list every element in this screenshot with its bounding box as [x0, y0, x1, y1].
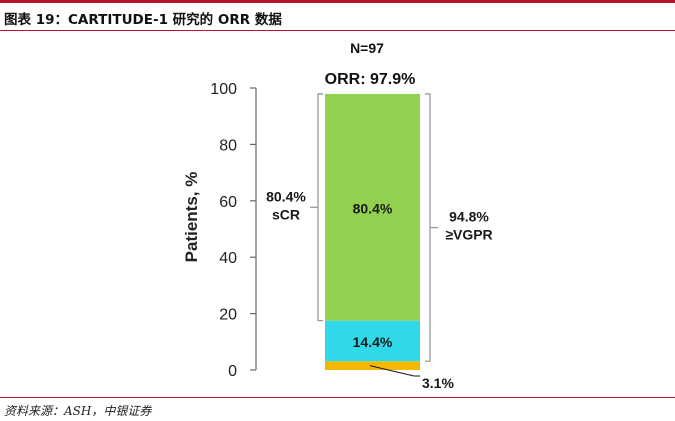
y-tick-label: 60 — [219, 194, 237, 211]
bracket-right — [425, 93, 431, 362]
y-axis-label: Patients, % — [182, 172, 201, 263]
small-segment-label: 3.1% — [422, 375, 454, 391]
y-tick-label: 20 — [219, 307, 237, 324]
orr-chart: N=97 ORR: 97.9% Patients, % 0 20 40 60 80 100… — [182, 40, 493, 391]
bracket-left-category: sCR — [272, 206, 300, 222]
header-n: N=97 — [350, 40, 384, 56]
bracket-left-value: 80.4% — [266, 188, 306, 204]
y-tick-label: 80 — [219, 137, 237, 154]
bar-segment-1 — [325, 320, 420, 362]
source-rule — [0, 397, 675, 398]
bracket-right-category: ≥VGPR — [445, 227, 492, 243]
segment-value-label: 14.4% — [353, 334, 393, 350]
title-rule — [0, 30, 675, 31]
bracket-left — [317, 93, 323, 322]
source-note: 资料来源：ASH，中银证券 — [4, 404, 152, 418]
top-rule — [0, 0, 675, 3]
segment-value-label: 80.4% — [353, 200, 393, 216]
bracket-right-value: 94.8% — [449, 209, 489, 225]
orr-label: ORR: 97.9% — [325, 71, 416, 88]
figure-title: 图表 19：CARTITUDE-1 研究的 ORR 数据 — [4, 12, 282, 28]
y-tick-label: 100 — [210, 81, 237, 98]
callout-line — [369, 365, 415, 377]
bar-segment-0 — [325, 361, 420, 370]
y-tick-label: 0 — [228, 363, 237, 380]
y-tick-label: 40 — [219, 250, 237, 267]
bar-segment-2 — [325, 93, 420, 321]
